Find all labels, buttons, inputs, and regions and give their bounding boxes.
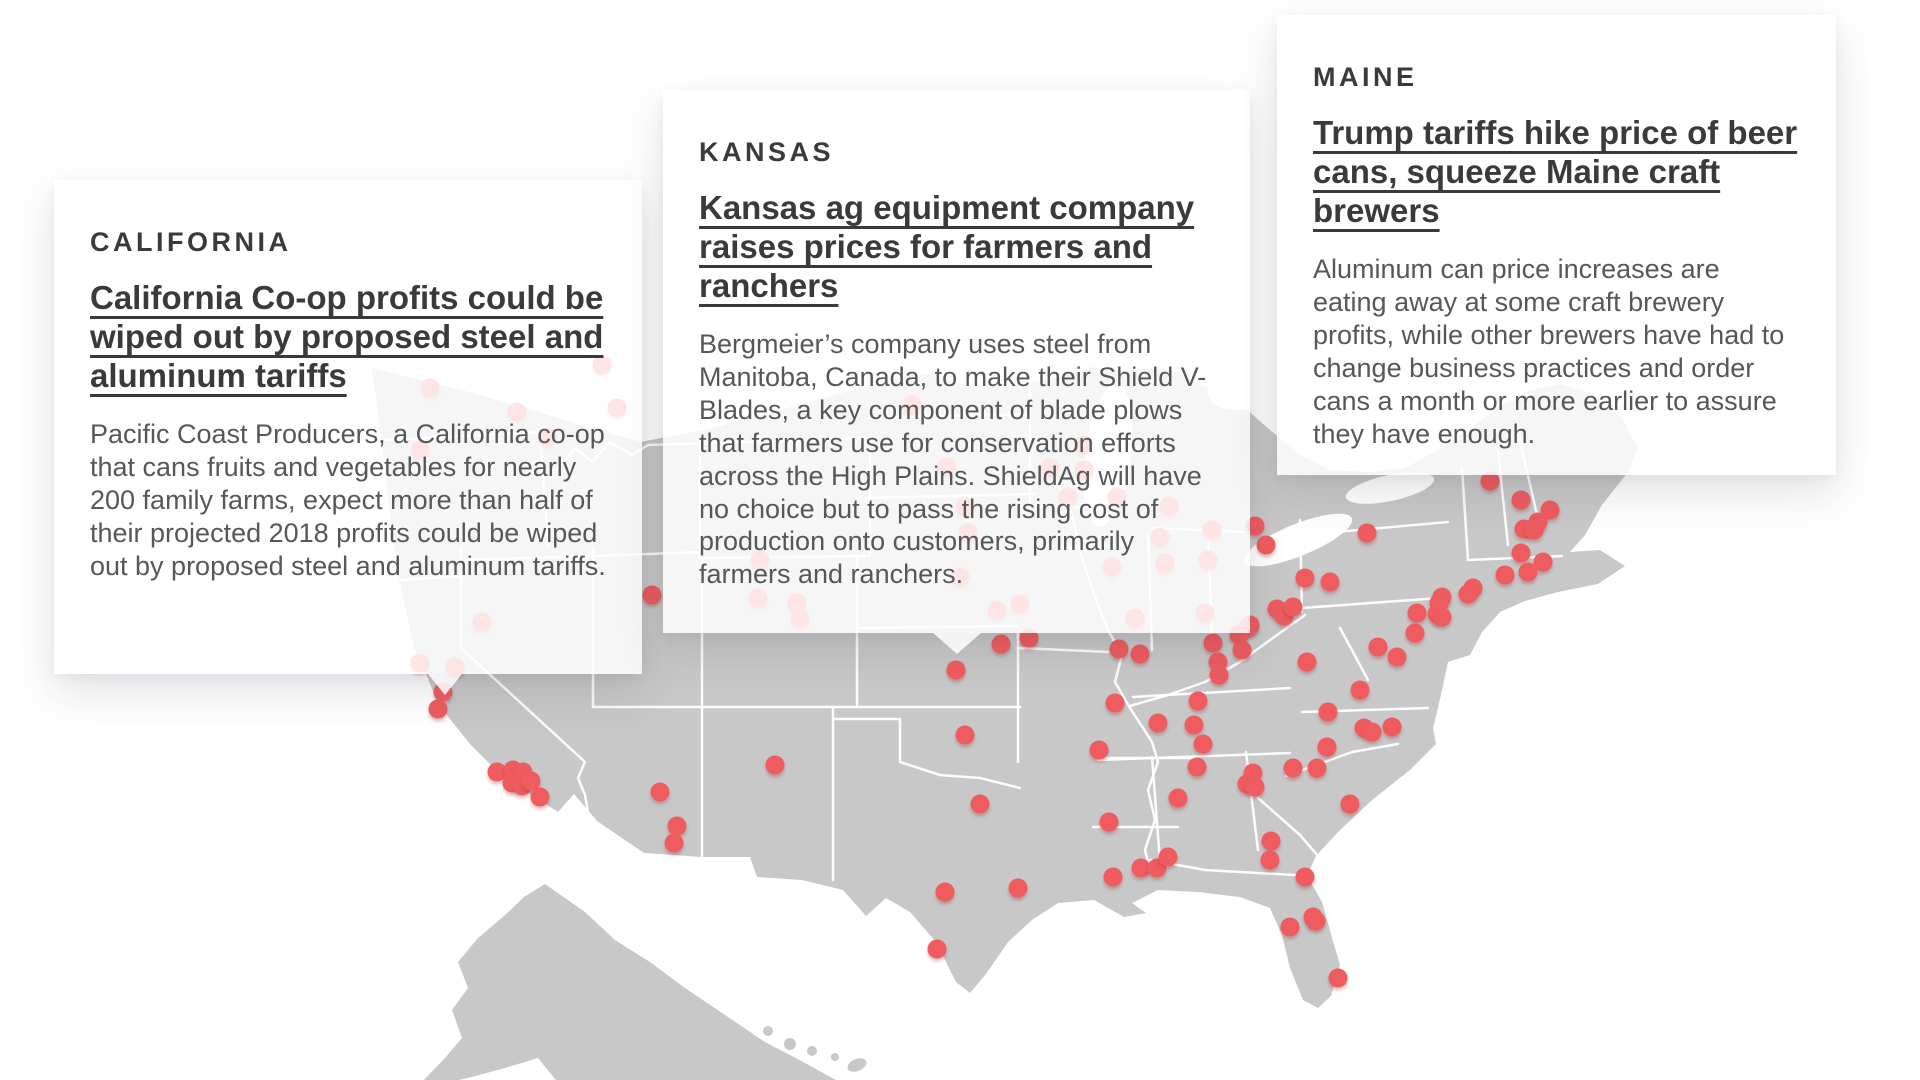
location-dot[interactable] bbox=[1511, 543, 1531, 563]
location-dot[interactable] bbox=[1232, 640, 1252, 660]
location-dot[interactable] bbox=[1245, 777, 1265, 797]
location-dot[interactable] bbox=[1256, 535, 1276, 555]
story-body-california: Pacific Coast Producers, a California co… bbox=[90, 418, 606, 581]
location-dot[interactable] bbox=[1209, 665, 1229, 685]
location-dot[interactable] bbox=[1307, 758, 1327, 778]
location-dot[interactable] bbox=[1480, 471, 1500, 491]
location-dot[interactable] bbox=[487, 762, 507, 782]
story-card-maine: MAINE Trump tariffs hike price of beer c… bbox=[1277, 15, 1836, 475]
location-dot[interactable] bbox=[1458, 584, 1478, 604]
location-dot[interactable] bbox=[1382, 717, 1402, 737]
location-dot[interactable] bbox=[1184, 715, 1204, 735]
location-dot[interactable] bbox=[1099, 812, 1119, 832]
location-dot[interactable] bbox=[1280, 917, 1300, 937]
location-dot[interactable] bbox=[1109, 639, 1129, 659]
location-dot[interactable] bbox=[765, 755, 785, 775]
state-label-kansas: KANSAS bbox=[699, 137, 835, 167]
location-dot[interactable] bbox=[970, 794, 990, 814]
location-dot[interactable] bbox=[1168, 788, 1188, 808]
location-dot[interactable] bbox=[1511, 490, 1531, 510]
location-dot[interactable] bbox=[1008, 878, 1028, 898]
location-dot[interactable] bbox=[650, 782, 670, 802]
state-label-maine: MAINE bbox=[1313, 62, 1418, 92]
location-dot[interactable] bbox=[1306, 911, 1326, 931]
location-dot[interactable] bbox=[1318, 702, 1338, 722]
location-dot[interactable] bbox=[1203, 633, 1223, 653]
story-card-california: CALIFORNIA California Co-op profits coul… bbox=[54, 180, 642, 695]
location-dot[interactable] bbox=[955, 725, 975, 745]
location-dot[interactable] bbox=[1405, 623, 1425, 643]
location-dot[interactable] bbox=[1387, 647, 1407, 667]
location-dot[interactable] bbox=[1148, 713, 1168, 733]
story-body-kansas: Bergmeier’s company uses steel from Mani… bbox=[699, 328, 1207, 590]
location-dot[interactable] bbox=[521, 771, 541, 791]
location-dot[interactable] bbox=[1105, 693, 1125, 713]
story-headline-link-california[interactable]: California Co-op profits could be wiped … bbox=[90, 279, 604, 394]
location-dot[interactable] bbox=[991, 634, 1011, 654]
story-card-kansas: KANSAS Kansas ag equipment company raise… bbox=[663, 90, 1250, 654]
location-dot[interactable] bbox=[1407, 603, 1427, 623]
location-dot[interactable] bbox=[1320, 572, 1340, 592]
card-pointer-kansas bbox=[933, 633, 981, 654]
location-dot[interactable] bbox=[1131, 858, 1151, 878]
location-dot[interactable] bbox=[1297, 652, 1317, 672]
location-dot[interactable] bbox=[1283, 758, 1303, 778]
location-dot[interactable] bbox=[530, 787, 550, 807]
state-label-california: CALIFORNIA bbox=[90, 227, 292, 257]
location-dot[interactable] bbox=[642, 585, 662, 605]
location-dot[interactable] bbox=[946, 660, 966, 680]
lake-erie bbox=[1243, 513, 1353, 567]
location-dot[interactable] bbox=[1193, 734, 1213, 754]
location-dot[interactable] bbox=[1283, 597, 1303, 617]
land-alaska bbox=[423, 884, 836, 1080]
location-dot[interactable] bbox=[664, 833, 684, 853]
location-dot[interactable] bbox=[1350, 680, 1370, 700]
location-dot[interactable] bbox=[1158, 847, 1178, 867]
location-dot[interactable] bbox=[1019, 628, 1039, 648]
location-dot[interactable] bbox=[1533, 552, 1553, 572]
card-pointer-california bbox=[428, 674, 462, 695]
location-dot[interactable] bbox=[667, 816, 687, 836]
story-headline-link-maine[interactable]: Trump tariffs hike price of beer cans, s… bbox=[1313, 114, 1798, 229]
location-dot[interactable] bbox=[1518, 562, 1538, 582]
location-dot[interactable] bbox=[935, 882, 955, 902]
location-dot[interactable] bbox=[1260, 850, 1280, 870]
location-dot[interactable] bbox=[1187, 757, 1207, 777]
story-headline-link-kansas[interactable]: Kansas ag equipment company raises price… bbox=[699, 189, 1195, 304]
location-dot[interactable] bbox=[1245, 516, 1265, 536]
location-dot[interactable] bbox=[1295, 568, 1315, 588]
location-dot[interactable] bbox=[1357, 523, 1377, 543]
location-dot[interactable] bbox=[1317, 737, 1337, 757]
location-dot[interactable] bbox=[1340, 794, 1360, 814]
location-dot[interactable] bbox=[1524, 520, 1544, 540]
land-hawaii bbox=[763, 1026, 867, 1072]
location-dot[interactable] bbox=[1089, 740, 1109, 760]
location-dot[interactable] bbox=[1495, 565, 1515, 585]
story-body-maine: Aluminum can price increases are eating … bbox=[1313, 253, 1785, 449]
location-dot[interactable] bbox=[1295, 867, 1315, 887]
location-dot[interactable] bbox=[1130, 644, 1150, 664]
location-dot[interactable] bbox=[1368, 637, 1388, 657]
location-dot[interactable] bbox=[927, 939, 947, 959]
location-dot[interactable] bbox=[1432, 607, 1452, 627]
lake-ontario bbox=[1345, 472, 1435, 504]
location-dot[interactable] bbox=[1540, 500, 1560, 520]
location-dot[interactable] bbox=[428, 699, 448, 719]
location-dot[interactable] bbox=[1188, 691, 1208, 711]
location-dot[interactable] bbox=[1103, 867, 1123, 887]
location-dot[interactable] bbox=[1328, 968, 1348, 988]
location-dot[interactable] bbox=[1261, 831, 1281, 851]
location-dot[interactable] bbox=[1362, 722, 1382, 742]
